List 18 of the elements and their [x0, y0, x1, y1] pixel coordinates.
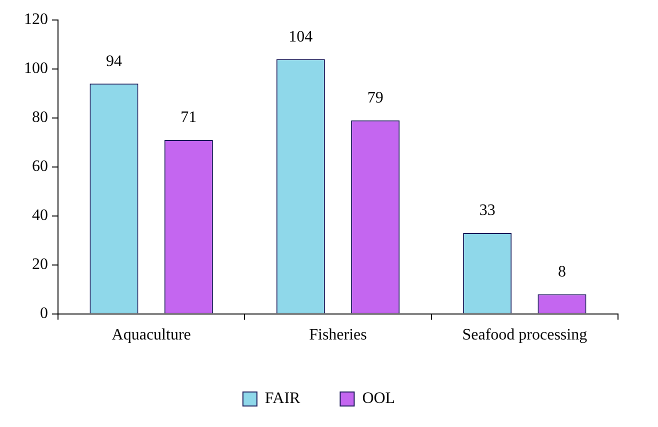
- y-tick-label: 120: [24, 11, 48, 28]
- x-tick-label: Seafood processing: [462, 326, 588, 344]
- data-label: 94: [106, 52, 122, 70]
- y-tick-label: 0: [40, 305, 48, 322]
- data-label: 79: [367, 90, 384, 107]
- data-label: 33: [479, 202, 496, 220]
- x-tick-label: Aquaculture: [112, 326, 191, 344]
- data-label: 104: [288, 28, 313, 46]
- y-tick-label: 20: [32, 256, 48, 274]
- y-tick-label: 40: [32, 207, 48, 224]
- data-label: 71: [180, 109, 197, 126]
- y-tick-label: 80: [32, 109, 48, 126]
- legend-label: FAIR: [264, 390, 301, 408]
- y-tick-label: 60: [32, 158, 48, 176]
- x-tick-label: Fisheries: [309, 326, 367, 344]
- y-tick-label: 100: [24, 60, 48, 78]
- legend-label: OOL: [362, 390, 396, 408]
- data-label: 8: [558, 263, 566, 280]
